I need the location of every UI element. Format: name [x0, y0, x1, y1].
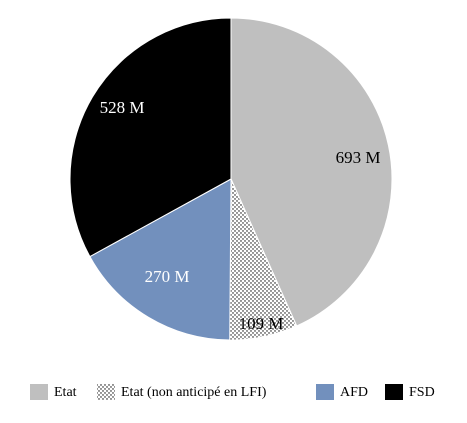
data-label-3: 528 M	[100, 98, 145, 117]
data-label-2: 270 M	[145, 267, 190, 286]
legend-entry-2: AFD	[316, 384, 368, 400]
legend-entry-3: FSD	[385, 384, 435, 400]
legend-swatch-0	[30, 384, 48, 400]
legend-label-2: AFD	[340, 385, 368, 400]
pie-slice-etat	[230, 17, 393, 327]
pie-slice-afd	[89, 178, 232, 341]
pie-slices	[69, 17, 393, 341]
legend-swatch-3	[385, 384, 403, 400]
legend-label-1: Etat (non anticipé en LFI)	[121, 385, 267, 400]
legend-label-3: FSD	[409, 385, 435, 400]
legend-label-0: Etat	[54, 385, 77, 400]
legend: Etat Etat (non anticipé en LFI) AFD FSD	[30, 384, 435, 400]
pie-slice-fsd	[69, 17, 232, 258]
pie-data-labels: 693 M 109 M 270 M 528 M	[100, 98, 381, 333]
data-label-0: 693 M	[336, 148, 381, 167]
legend-entry-0: Etat	[30, 384, 77, 400]
legend-swatch-2	[316, 384, 334, 400]
data-label-1: 109 M	[239, 314, 284, 333]
legend-entry-1: Etat (non anticipé en LFI)	[97, 384, 267, 400]
legend-swatch-1	[97, 384, 115, 400]
